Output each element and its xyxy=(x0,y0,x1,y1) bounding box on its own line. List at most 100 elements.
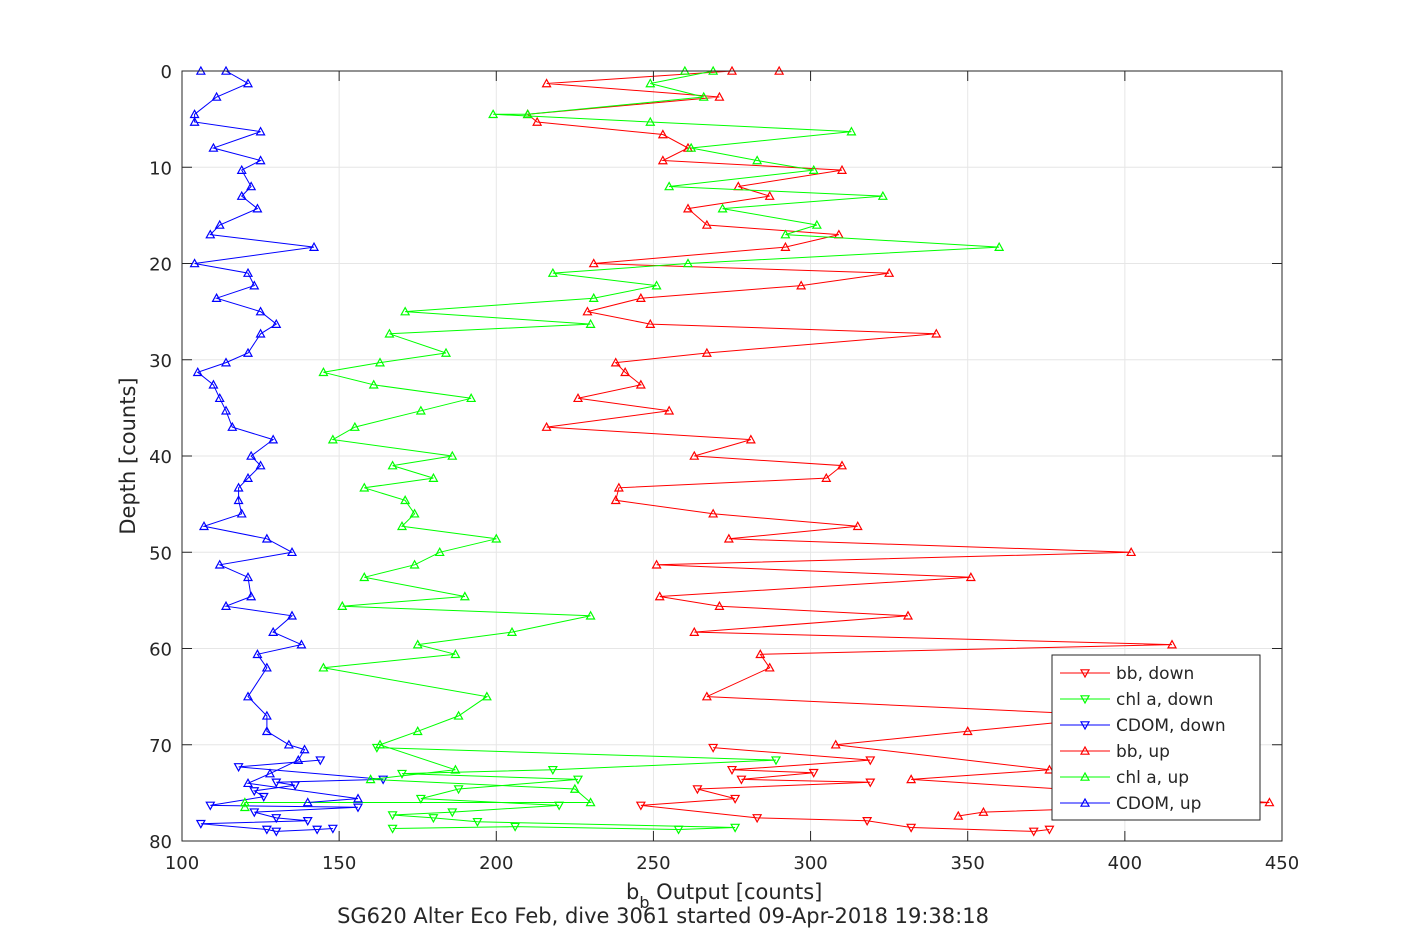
x-tick-label: 250 xyxy=(636,853,670,874)
data-point-cdom-up xyxy=(242,691,254,701)
data-point-chl-a-up xyxy=(491,533,502,543)
data-point-chl-a-down xyxy=(547,765,558,776)
data-point-cdom-up xyxy=(242,472,254,482)
data-point-chl-a-up xyxy=(522,109,533,119)
data-point-cdom-up xyxy=(214,559,225,569)
data-point-chl-a-up xyxy=(400,495,411,505)
data-point-bb-up xyxy=(852,521,863,531)
data-point-chl-a-up xyxy=(412,726,423,736)
data-point-cdom-up xyxy=(255,328,266,338)
data-point-cdom-up xyxy=(242,267,254,277)
data-point-bb-up xyxy=(657,129,668,139)
y-tick-label: 70 xyxy=(149,736,172,757)
data-point-bb-up xyxy=(714,600,725,610)
y-tick-label: 40 xyxy=(149,447,172,468)
y-axis-label: Depth [counts] xyxy=(116,377,140,534)
data-point-cdom-up xyxy=(268,626,279,636)
legend-label: bb, up xyxy=(1116,742,1170,762)
data-point-bb-down xyxy=(862,816,873,827)
data-point-cdom-up xyxy=(271,318,282,328)
data-point-chl-a-up xyxy=(585,610,596,620)
data-point-chl-a-up xyxy=(387,460,398,470)
data-point-cdom-up xyxy=(246,450,257,460)
data-point-cdom-down xyxy=(290,781,301,791)
data-point-cdom-up xyxy=(299,744,310,754)
data-point-cdom-up xyxy=(252,203,263,213)
legend-item-cdom-up: CDOM, up xyxy=(1060,794,1201,814)
data-point-bb-up xyxy=(532,116,543,126)
data-point-chl-a-down xyxy=(770,756,782,766)
data-point-cdom-up xyxy=(286,610,298,620)
data-point-bb-down xyxy=(730,794,741,804)
legend-marker xyxy=(1079,797,1091,807)
legend-label: chl a, down xyxy=(1116,690,1213,710)
data-point-cdom-up xyxy=(255,126,266,136)
data-point-chl-a-up xyxy=(651,280,662,290)
data-point-cdom-up xyxy=(293,754,304,764)
y-tick-label: 10 xyxy=(149,158,172,179)
data-point-bb-up xyxy=(541,421,552,431)
data-point-cdom-up xyxy=(261,710,272,720)
data-point-chl-a-up xyxy=(434,547,445,557)
data-point-chl-a-up xyxy=(664,181,675,191)
x-tick-label: 150 xyxy=(322,853,356,874)
data-point-bb-up xyxy=(689,626,700,636)
data-point-chl-a-down xyxy=(730,823,741,833)
data-point-cdom-up xyxy=(255,460,266,470)
data-point-cdom-up xyxy=(242,572,254,582)
data-point-chl-a-up xyxy=(569,783,580,793)
data-point-cdom-down xyxy=(233,763,244,773)
data-point-bb-up xyxy=(796,280,807,290)
data-point-bb-up xyxy=(657,155,668,165)
series-line-cdom-down xyxy=(200,759,384,832)
data-point-bb-up xyxy=(902,610,914,620)
series-line-cdom-up xyxy=(194,70,359,803)
data-point-cdom-up xyxy=(220,357,232,367)
legend-item-bb-up: bb, up xyxy=(1060,742,1170,762)
data-point-cdom-up xyxy=(211,292,222,302)
x-tick-label: 300 xyxy=(793,853,827,874)
data-point-bb-up xyxy=(755,649,766,659)
data-point-cdom-up xyxy=(189,258,200,268)
data-point-bb-up xyxy=(610,357,621,367)
data-point-chl-a-up xyxy=(698,91,709,101)
legend-marker xyxy=(1079,695,1091,705)
data-point-chl-a-down xyxy=(396,769,408,779)
data-point-bb-down xyxy=(865,778,876,788)
x-axis-label-rest: Output [counts] xyxy=(650,880,823,904)
data-point-chl-a-up xyxy=(239,802,250,812)
x-tick-label: 350 xyxy=(951,853,985,874)
data-point-chl-a-up xyxy=(412,639,423,649)
series-cdom-down xyxy=(195,756,389,837)
series-bb-up xyxy=(522,65,1275,820)
data-point-cdom-down xyxy=(312,825,323,835)
data-point-cdom-down xyxy=(205,801,216,811)
data-point-bb-up xyxy=(613,482,624,492)
legend-label: chl a, up xyxy=(1116,768,1189,788)
axes: 100 150 200 250 300 350 400 450 0 10 20 30 40 50 60 70 8… xyxy=(149,62,1299,874)
y-tick-label: 0 xyxy=(161,62,172,83)
data-point-cdom-up xyxy=(220,600,232,610)
data-point-bb-up xyxy=(689,450,700,460)
data-point-cdom-down xyxy=(249,787,260,797)
data-point-bb-up xyxy=(701,691,712,701)
data-point-cdom-up xyxy=(296,639,307,649)
legend-label: bb, down xyxy=(1116,664,1194,684)
legend-marker xyxy=(1079,669,1091,679)
data-point-bb-up xyxy=(645,318,656,328)
data-point-cdom-up xyxy=(261,726,272,736)
data-point-chl-a-up xyxy=(686,142,697,152)
data-point-cdom-up xyxy=(255,306,266,316)
data-point-cdom-up xyxy=(198,521,210,531)
y-tick-label: 50 xyxy=(149,543,172,564)
data-point-cdom-up xyxy=(352,793,364,803)
data-point-cdom-up xyxy=(233,495,244,505)
data-point-chl-a-up xyxy=(585,318,596,328)
legend-item-chl-a-down: chl a, down xyxy=(1060,690,1213,710)
data-point-bb-up xyxy=(745,434,756,444)
data-point-chl-a-up xyxy=(453,710,464,720)
data-point-chl-a-up xyxy=(359,482,370,492)
data-point-cdom-up xyxy=(242,347,254,357)
data-point-cdom-up xyxy=(227,421,238,431)
series-chl-a-up xyxy=(239,65,1005,812)
